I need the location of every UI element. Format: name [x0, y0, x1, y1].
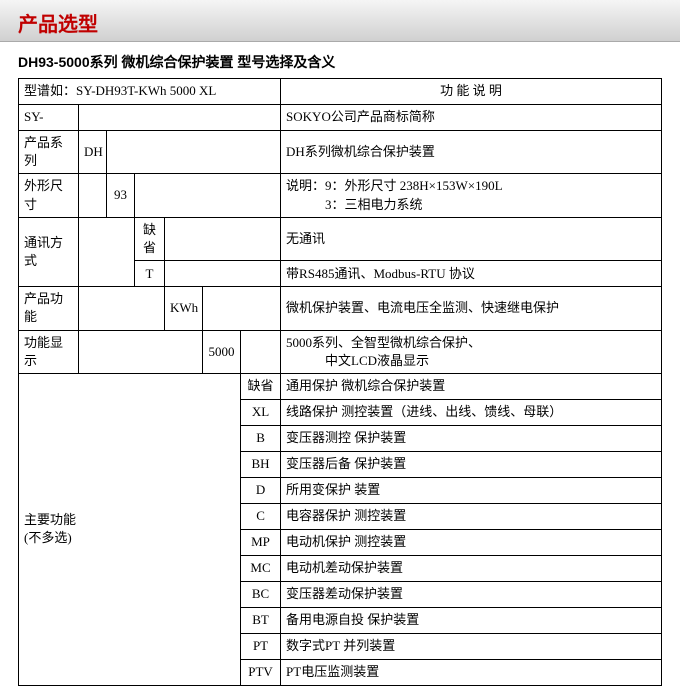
func-header: 功 能 说 明	[281, 79, 662, 105]
code-main-11: PTV	[241, 659, 281, 685]
subtitle: DH93-5000系列 微机综合保护装置 型号选择及含义	[18, 52, 662, 72]
label-main: 主要功能 (不多选)	[19, 373, 241, 685]
desc-main-3: 变压器后备 保护装置	[281, 451, 662, 477]
label-series: 产品系列	[19, 131, 79, 174]
desc-comm-2: 带RS485通讯、Modbus-RTU 协议	[281, 261, 662, 287]
blank	[79, 287, 165, 330]
blank	[165, 261, 281, 287]
spec-table: 型谱如：SY-DH93T-KWh 5000 XL 功 能 说 明 SY- SOK…	[18, 78, 662, 686]
header-bar: 产品选型	[0, 0, 680, 42]
desc-main-1: 线路保护 测控装置（进线、出线、馈线、母联）	[281, 399, 662, 425]
blank	[203, 287, 281, 330]
label-comm: 通讯方式	[19, 217, 79, 286]
desc-main-2: 变压器测控 保护装置	[281, 425, 662, 451]
row-series: 产品系列 DH DH系列微机综合保护装置	[19, 131, 662, 174]
desc-disp: 5000系列、全智型微机综合保护、 中文LCD液晶显示	[281, 330, 662, 373]
desc-main-7: 电动机差动保护装置	[281, 555, 662, 581]
row-func: 产品功能 KWh 微机保护装置、电流电压全监测、快速继电保护	[19, 287, 662, 330]
code-comm-1: 缺省	[135, 217, 165, 260]
content-area: DH93-5000系列 微机综合保护装置 型号选择及含义 型谱如：SY-DH93…	[0, 42, 680, 686]
code-main-9: BT	[241, 607, 281, 633]
label-disp: 功能显示	[19, 330, 79, 373]
desc-main-6: 电动机保护 测控装置	[281, 529, 662, 555]
row-model: 型谱如：SY-DH93T-KWh 5000 XL 功 能 说 明	[19, 79, 662, 105]
code-size: 93	[107, 174, 135, 217]
code-main-2: B	[241, 425, 281, 451]
blank	[135, 174, 281, 217]
page-title: 产品选型	[18, 14, 98, 36]
blank	[79, 217, 135, 286]
label-func: 产品功能	[19, 287, 79, 330]
code-disp: 5000	[203, 330, 241, 373]
desc-main-4: 所用变保护 装置	[281, 477, 662, 503]
desc-main-9: 备用电源自投 保护装置	[281, 607, 662, 633]
blank	[79, 330, 203, 373]
code-main-4: D	[241, 477, 281, 503]
code-main-0: 缺省	[241, 373, 281, 399]
desc-comm-1: 无通讯	[281, 217, 662, 260]
row-comm-1: 通讯方式 缺省 无通讯	[19, 217, 662, 260]
desc-main-10: 数字式PT 并列装置	[281, 633, 662, 659]
desc-size: 说明：9：外形尺寸 238H×153W×190L 3：三相电力系统	[281, 174, 662, 217]
model-example: 型谱如：SY-DH93T-KWh 5000 XL	[19, 79, 281, 105]
code-main-3: BH	[241, 451, 281, 477]
blank	[165, 217, 281, 260]
blank	[241, 330, 281, 373]
label-size: 外形尺寸	[19, 174, 79, 217]
code-main-6: MP	[241, 529, 281, 555]
row-sy: SY- SOKYO公司产品商标简称	[19, 105, 662, 131]
label-sy: SY-	[19, 105, 79, 131]
desc-series: DH系列微机综合保护装置	[281, 131, 662, 174]
row-main-0: 主要功能 (不多选) 缺省 通用保护 微机综合保护装置	[19, 373, 662, 399]
code-main-1: XL	[241, 399, 281, 425]
code-main-8: BC	[241, 581, 281, 607]
row-disp: 功能显示 5000 5000系列、全智型微机综合保护、 中文LCD液晶显示	[19, 330, 662, 373]
code-series: DH	[79, 131, 107, 174]
blank	[79, 105, 281, 131]
desc-func: 微机保护装置、电流电压全监测、快速继电保护	[281, 287, 662, 330]
desc-sy: SOKYO公司产品商标简称	[281, 105, 662, 131]
code-func: KWh	[165, 287, 203, 330]
code-main-5: C	[241, 503, 281, 529]
code-main-10: PT	[241, 633, 281, 659]
desc-main-8: 变压器差动保护装置	[281, 581, 662, 607]
desc-main-11: PT电压监测装置	[281, 659, 662, 685]
blank	[107, 131, 281, 174]
code-comm-2: T	[135, 261, 165, 287]
desc-main-5: 电容器保护 测控装置	[281, 503, 662, 529]
blank	[79, 174, 107, 217]
code-main-7: MC	[241, 555, 281, 581]
desc-main-0: 通用保护 微机综合保护装置	[281, 373, 662, 399]
